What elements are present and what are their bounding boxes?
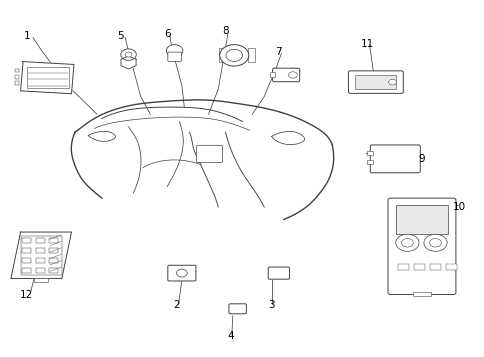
FancyBboxPatch shape [167, 52, 181, 61]
Circle shape [388, 79, 395, 85]
Text: 10: 10 [452, 202, 466, 212]
Circle shape [429, 238, 440, 247]
Polygon shape [11, 232, 72, 278]
FancyBboxPatch shape [268, 267, 289, 279]
Text: 1: 1 [23, 31, 30, 41]
Bar [395, 205, 447, 234]
Bar [15, 75, 19, 79]
Text: 8: 8 [222, 26, 228, 36]
Circle shape [401, 238, 412, 247]
Bar [218, 48, 225, 62]
Polygon shape [121, 56, 136, 69]
Bar [22, 258, 31, 263]
Bar [412, 292, 430, 296]
Text: 4: 4 [227, 331, 233, 341]
Bar [397, 264, 408, 270]
FancyBboxPatch shape [348, 71, 403, 94]
FancyBboxPatch shape [272, 68, 299, 82]
Text: 9: 9 [418, 154, 424, 164]
Circle shape [423, 234, 446, 251]
Bar [49, 258, 58, 263]
Bar [49, 238, 58, 243]
Bar [269, 72, 275, 77]
Bar [49, 268, 58, 273]
Bar [20, 236, 61, 275]
Circle shape [166, 45, 182, 57]
Circle shape [176, 269, 187, 277]
Bar [36, 268, 45, 273]
Circle shape [121, 49, 136, 60]
Text: 7: 7 [275, 47, 282, 57]
Bar [445, 264, 456, 270]
Circle shape [288, 72, 297, 78]
Bar [36, 248, 45, 253]
Text: 12: 12 [20, 290, 33, 300]
Bar [27, 67, 69, 87]
Bar [366, 160, 372, 164]
Polygon shape [20, 61, 74, 94]
Circle shape [395, 234, 418, 251]
Bar [22, 248, 31, 253]
Bar [247, 48, 254, 62]
Bar [36, 258, 45, 263]
Bar [22, 268, 31, 273]
FancyBboxPatch shape [167, 265, 196, 281]
Text: 11: 11 [360, 39, 374, 49]
FancyBboxPatch shape [387, 198, 455, 295]
Bar [413, 264, 424, 270]
Text: 3: 3 [268, 300, 274, 310]
Bar [15, 81, 19, 85]
Circle shape [125, 52, 132, 57]
Bar [49, 248, 58, 253]
Bar [15, 69, 19, 72]
Text: 5: 5 [117, 31, 123, 41]
Text: 2: 2 [173, 300, 180, 310]
FancyBboxPatch shape [370, 145, 419, 173]
Circle shape [226, 49, 242, 61]
Bar [36, 238, 45, 243]
FancyBboxPatch shape [228, 304, 246, 314]
Circle shape [219, 45, 248, 66]
Bar [34, 278, 48, 282]
Bar [22, 238, 31, 243]
Bar [366, 151, 372, 155]
Text: 6: 6 [164, 29, 170, 39]
Bar [429, 264, 440, 270]
FancyBboxPatch shape [196, 145, 222, 162]
Bar [354, 75, 395, 89]
